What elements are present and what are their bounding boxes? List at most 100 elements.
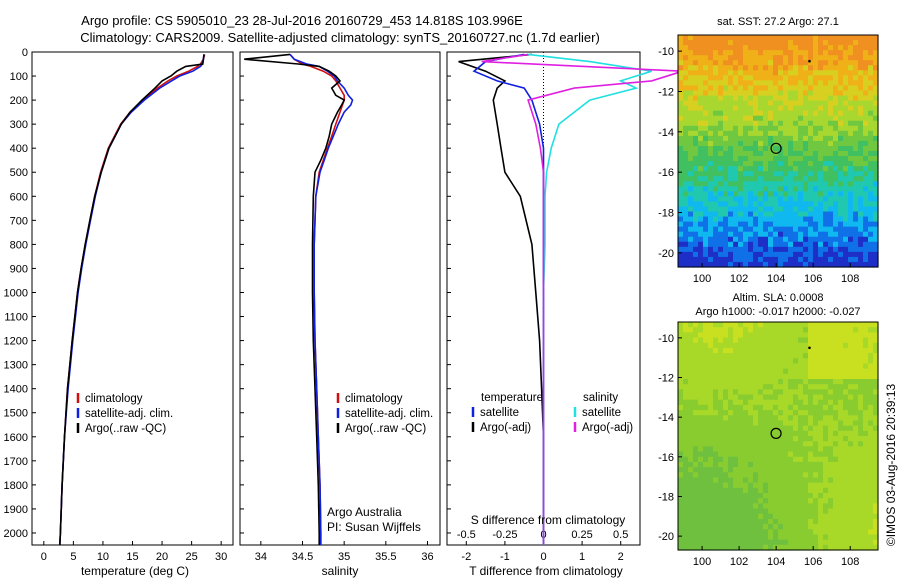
y-tick-label: 1500: [4, 408, 28, 420]
map-cell: [848, 85, 854, 92]
map-cell: [743, 216, 749, 223]
map-cell: [793, 394, 799, 401]
map-cell: [728, 436, 734, 442]
map-cell: [793, 211, 799, 218]
map-cell: [838, 539, 844, 546]
map-cell: [713, 487, 719, 494]
map-cell: [743, 70, 749, 76]
map-cell: [738, 513, 744, 520]
map-cell: [728, 90, 734, 97]
map-cell: [813, 379, 819, 385]
map-cell: [823, 430, 829, 437]
map-cell: [793, 503, 799, 510]
map-cell: [793, 201, 799, 208]
map-cell: [838, 181, 844, 187]
map-cell: [858, 544, 864, 551]
y-tick-label: -10: [658, 46, 674, 58]
map-cell: [753, 135, 759, 142]
map-cell: [818, 241, 824, 248]
map-cell: [833, 446, 839, 453]
map-cell: [728, 539, 734, 546]
map-cell: [813, 487, 819, 494]
map-cell: [813, 337, 819, 344]
map-cell: [858, 342, 864, 349]
map-cell: [838, 544, 844, 551]
map-cell: [708, 186, 714, 192]
map-cell: [728, 151, 734, 157]
map-cell: [863, 100, 869, 107]
map-cell: [803, 379, 809, 385]
map-cell: [693, 261, 699, 268]
map-cell: [803, 161, 809, 167]
map-cell: [868, 503, 874, 510]
map-cell: [723, 236, 729, 243]
map-cell: [713, 85, 719, 92]
map-cell: [803, 342, 809, 349]
map-cell: [798, 389, 804, 396]
map-cell: [773, 65, 779, 71]
map-cell: [693, 125, 699, 132]
map-cell: [808, 337, 814, 344]
map-cell: [818, 135, 824, 142]
map-cell: [848, 534, 854, 541]
map-cell: [808, 493, 814, 499]
map-cell: [728, 125, 734, 132]
map-cell: [853, 410, 859, 416]
map-cell: [693, 513, 699, 520]
map-cell: [768, 231, 774, 238]
map-cell: [753, 430, 759, 437]
map-cell: [828, 191, 834, 197]
map-cell: [833, 135, 839, 142]
map-cell: [833, 145, 839, 152]
map-cell: [708, 410, 714, 416]
map-cell: [678, 420, 684, 427]
map-cell: [758, 534, 764, 541]
map-cell: [773, 50, 779, 56]
map-cell: [858, 216, 864, 223]
map-cell: [833, 196, 839, 203]
map-cell: [828, 206, 834, 213]
map-cell: [803, 322, 809, 328]
map-cell: [828, 425, 834, 432]
map-cell: [863, 451, 869, 458]
map-cell: [698, 55, 704, 61]
map-cell: [858, 461, 864, 468]
map-cell: [828, 332, 834, 339]
map-cell: [698, 135, 704, 142]
map-cell: [848, 191, 854, 197]
map-cell: [868, 55, 874, 61]
map-cell: [843, 425, 849, 432]
map-cell: [853, 176, 859, 182]
map-cell: [798, 503, 804, 510]
map-cell: [738, 503, 744, 510]
map-cell: [778, 226, 784, 233]
map-cell: [808, 534, 814, 541]
map-cell: [843, 524, 849, 530]
map-cell: [848, 399, 854, 406]
map-cell: [783, 145, 789, 152]
map-cell: [778, 181, 784, 187]
map-cell: [793, 544, 799, 551]
map-cell: [733, 236, 739, 243]
map-cell: [813, 130, 819, 137]
map-cell: [713, 135, 719, 142]
map-cell: [778, 50, 784, 56]
map-cell: [688, 482, 694, 489]
map-cell: [838, 441, 844, 447]
map-cell: [793, 456, 799, 463]
y-tick-label: 0: [22, 47, 28, 59]
map-cell: [808, 467, 814, 473]
map-cell: [733, 420, 739, 427]
map-cell: [848, 70, 854, 76]
map-cell: [808, 95, 814, 102]
map-cell: [703, 353, 709, 359]
map-cell: [873, 436, 879, 442]
map-cell: [873, 529, 879, 536]
map-cell: [838, 176, 844, 182]
map-cell: [723, 373, 729, 380]
map-cell: [788, 430, 794, 437]
map-cell: [783, 441, 789, 447]
map-cell: [723, 441, 729, 447]
map-cell: [823, 513, 829, 520]
map-cell: [683, 60, 689, 66]
